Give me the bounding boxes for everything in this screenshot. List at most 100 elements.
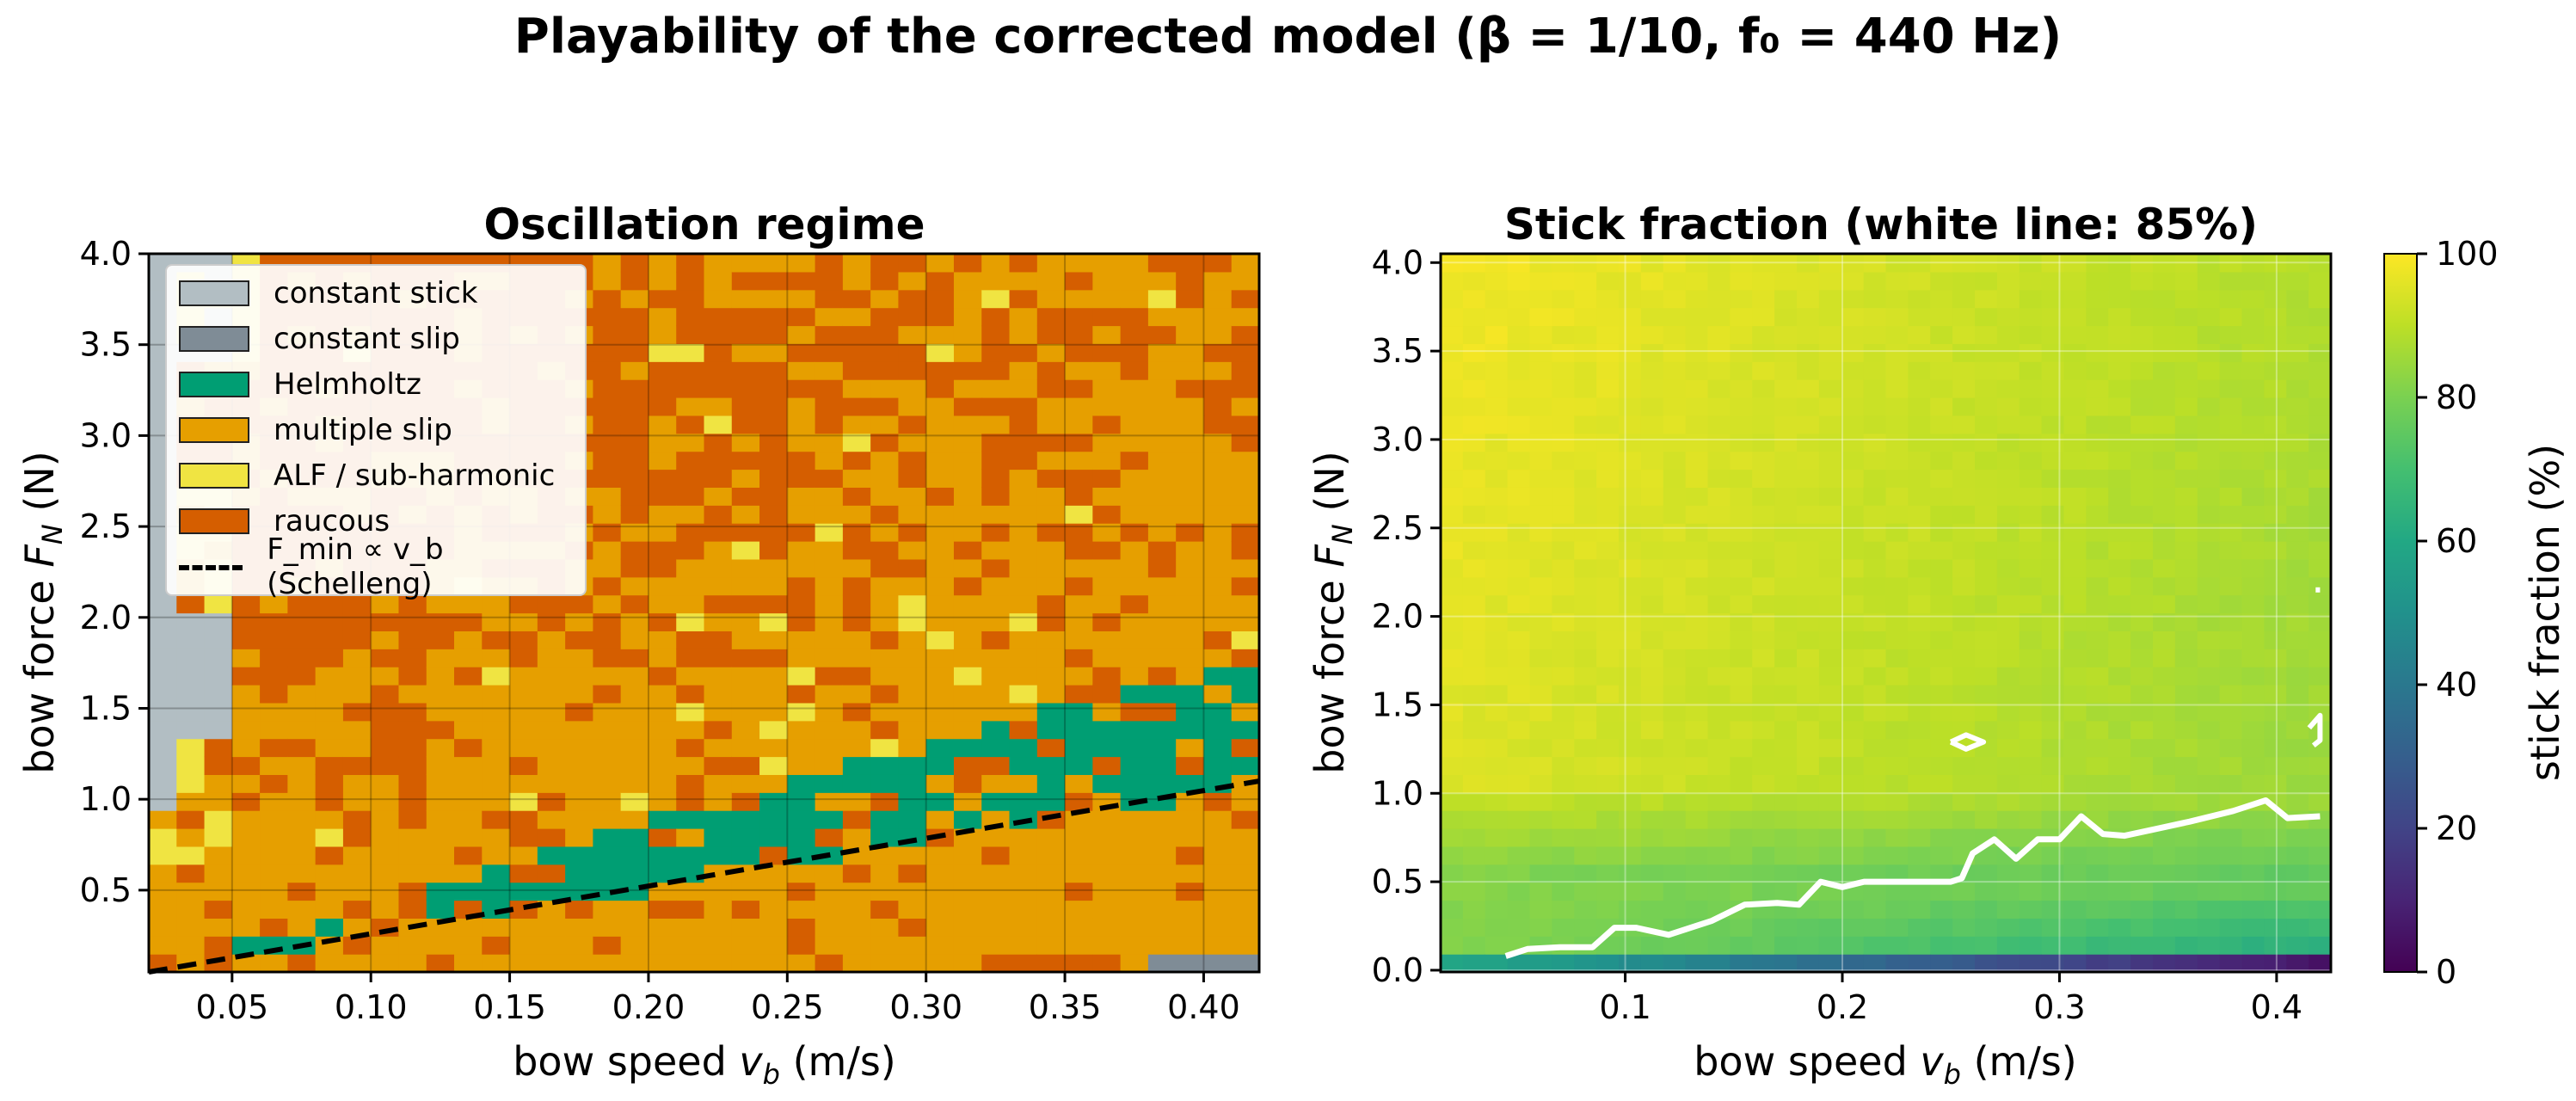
regime-cell-multiple-slip [676,882,705,901]
stick-fraction-cell [1797,738,1820,758]
stick-fraction-cell [2286,918,2309,937]
stick-fraction-cell [2041,612,2065,631]
stick-fraction-cell [1574,361,1597,380]
stick-fraction-cell [1841,612,1865,631]
stick-fraction-cell [1507,325,1531,344]
stick-fraction-cell [2063,846,2087,865]
stick-fraction-cell [2108,594,2131,614]
regime-cell-raucous [260,918,288,937]
stick-fraction-cell [2130,594,2154,614]
stick-fraction-cell [1529,774,1552,793]
stick-fraction-cell [1552,343,1575,362]
regime-cell-alf [176,738,206,758]
regime-cell-raucous [676,487,705,506]
stick-fraction-cell [1640,649,1664,667]
left-chart-title: Oscillation regime [484,200,925,249]
stick-fraction-cell [1841,594,1865,614]
stick-fraction-cell [1640,882,1664,901]
regime-cell-multiple-slip [454,918,483,937]
stick-fraction-cell [1507,469,1531,488]
stick-fraction-cell [1975,810,1998,829]
stick-fraction-cell [2130,505,2154,524]
stick-fraction-cell [1529,289,1552,309]
regime-cell-helmholtz [1036,792,1066,811]
regime-cell-raucous [1036,379,1066,398]
stick-fraction-cell [2153,846,2176,865]
regime-cell-multiple-slip [815,612,844,631]
stick-fraction-cell [1952,361,1976,380]
regime-cell-alf [676,702,705,722]
regime-cell-multiple-slip [315,667,344,686]
regime-cell-raucous [704,433,733,452]
regime-cell-multiple-slip [204,918,233,937]
stick-fraction-cell [1975,612,1998,631]
stick-fraction-cell [1507,307,1531,327]
regime-cell-multiple-slip [870,289,900,309]
stick-fraction-cell [2019,774,2043,793]
stick-fraction-cell [2264,864,2287,883]
regime-cell-helmholtz [565,864,594,883]
stick-fraction-cell [1797,667,1820,686]
regime-cell-multiple-slip [482,846,511,865]
stick-fraction-cell [2130,702,2154,722]
regime-cell-multiple-slip [925,900,955,919]
stick-fraction-cell [1685,936,1709,955]
regime-cell-alf [482,667,511,686]
stick-fraction-cell [1885,343,1909,362]
right-y-tick-label: 3.0 [1372,421,1423,458]
regime-cell-multiple-slip [1065,254,1093,273]
stick-fraction-cell [1485,667,1509,686]
regime-cell-raucous [260,738,288,758]
stick-fraction-cell [1952,882,1976,901]
stick-fraction-cell [2041,361,2065,380]
stick-fraction-cell [1462,505,1486,524]
stick-fraction-cell [1707,541,1731,560]
stick-fraction-cell [1730,505,1753,524]
regime-cell-raucous [620,397,649,416]
regime-cell-multiple-slip [648,307,677,327]
stick-fraction-cell [1863,505,1887,524]
regime-cell-raucous [648,900,677,919]
stick-fraction-cell [1552,307,1575,327]
stick-fraction-cell [1462,828,1486,847]
stick-fraction-cell [2130,433,2154,452]
stick-fraction-cell [2264,415,2287,434]
regime-cell-raucous [1176,379,1205,398]
stick-fraction-cell [1529,271,1552,291]
regime-cell-multiple-slip [1176,415,1205,434]
stick-fraction-cell [1574,774,1597,793]
stick-fraction-cell [1529,558,1552,578]
stick-fraction-cell [2286,541,2309,560]
stick-fraction-cell [2174,558,2198,578]
stick-fraction-cell [1640,523,1664,542]
stick-fraction-cell [1619,954,1642,973]
stick-fraction-cell [1797,612,1820,631]
regime-cell-multiple-slip [953,954,982,973]
regime-cell-raucous [1092,469,1122,488]
regime-cell-multiple-slip [925,667,955,686]
regime-cell-raucous [676,792,705,811]
regime-cell-multiple-slip [870,954,900,973]
stick-fraction-cell [2130,900,2154,919]
stick-fraction-cell [1507,289,1531,309]
stick-fraction-cell [1774,325,1798,344]
stick-fraction-cell [2041,685,2065,704]
stick-fraction-cell [2086,451,2109,471]
stick-fraction-cell [1441,685,1464,704]
stick-fraction-cell [2309,469,2332,488]
regime-cell-helmholtz [898,774,927,793]
stick-fraction-cell [1462,254,1486,273]
stick-fraction-cell [2174,325,2198,344]
stick-fraction-cell [1574,594,1597,614]
stick-fraction-cell [2241,576,2265,596]
regime-cell-multiple-slip [454,792,483,811]
stick-fraction-cell [1841,936,1865,955]
stick-fraction-cell [1975,720,1998,740]
stick-fraction-cell [2086,433,2109,452]
regime-cell-multiple-slip [1036,505,1066,524]
stick-fraction-cell [2063,630,2087,649]
stick-fraction-cell [2197,685,2221,704]
regime-cell-raucous [731,792,760,811]
stick-fraction-cell [1908,792,1931,811]
stick-fraction-cell [1574,864,1597,883]
